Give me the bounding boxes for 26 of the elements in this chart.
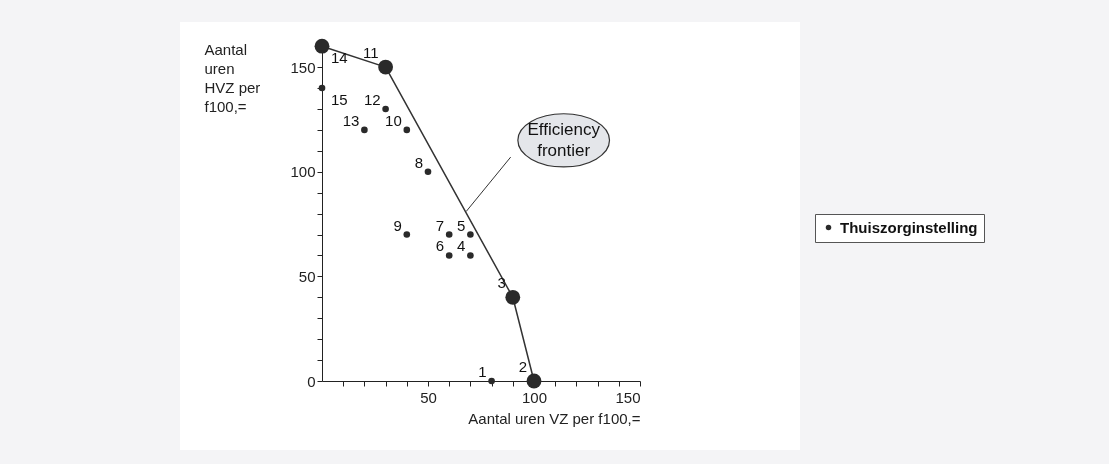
annotation: 3 [497, 274, 506, 292]
y-tick-label: 50 [298, 267, 316, 285]
annotation: Efficiency frontier [527, 120, 601, 161]
y-tick-label: 0 [307, 372, 316, 390]
annotation: 14 [331, 49, 348, 67]
y-axis-title: Aantal uren HVZ per f100,= [204, 40, 261, 115]
text: Thuiszorginstelling [840, 218, 978, 236]
annotation: 15 [331, 91, 348, 109]
x-tick-label: 100 [521, 388, 548, 406]
x-axis-title: Aantal uren VZ per f100,= [468, 409, 641, 427]
annotation: 5 [457, 216, 466, 234]
annotation: 1 [478, 363, 487, 380]
annotation: 2 [518, 358, 527, 375]
y-tick-label: 100 [290, 163, 316, 181]
annotation: 4 [457, 237, 466, 255]
annotation: 8 [414, 153, 423, 171]
annotation: 13 [342, 111, 360, 129]
annotation: 9 [393, 216, 402, 234]
annotation: 12 [363, 90, 381, 108]
x-tick-label: 50 [420, 388, 437, 406]
x-tick-label: 150 [615, 388, 641, 406]
y-tick-label: 150 [290, 58, 316, 76]
annotation: 11 [363, 44, 379, 62]
annotation: 7 [435, 216, 445, 234]
annotation: 6 [435, 237, 445, 255]
annotation: 10 [385, 111, 402, 129]
